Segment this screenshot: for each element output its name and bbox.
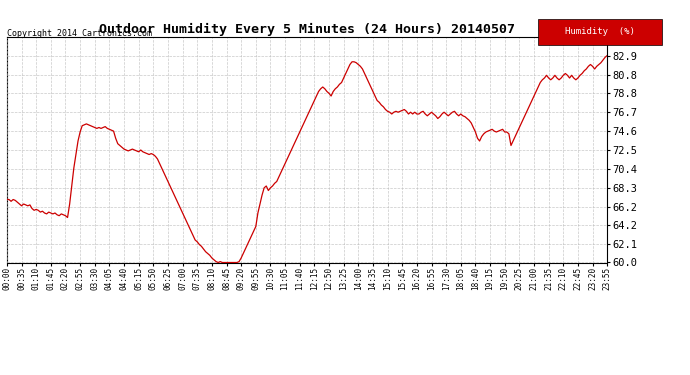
- Text: Copyright 2014 Cartronics.com: Copyright 2014 Cartronics.com: [7, 28, 152, 38]
- Text: Humidity  (%): Humidity (%): [565, 27, 635, 36]
- Title: Outdoor Humidity Every 5 Minutes (24 Hours) 20140507: Outdoor Humidity Every 5 Minutes (24 Hou…: [99, 23, 515, 36]
